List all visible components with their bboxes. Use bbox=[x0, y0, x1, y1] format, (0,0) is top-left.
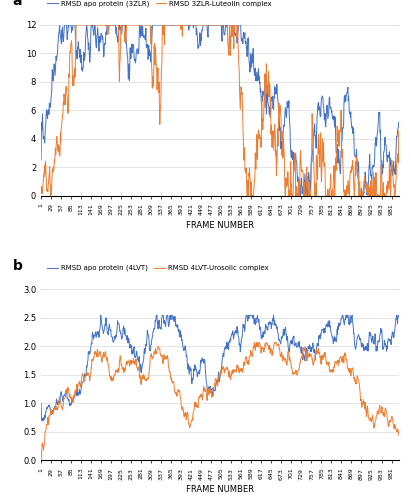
X-axis label: FRAME NUMBER: FRAME NUMBER bbox=[186, 485, 254, 494]
RMSD apo protein (3ZLR) bbox=[57, 22, 62, 28]
RMSD apo protein (4LVT) bbox=[396, 314, 401, 320]
RMSD 3ZLR-Luteolin complex bbox=[356, 172, 360, 178]
RMSD 3ZLR-Luteolin complex bbox=[318, 132, 323, 138]
X-axis label: FRAME NUMBER: FRAME NUMBER bbox=[186, 221, 254, 230]
RMSD apo protein (3ZLR) bbox=[298, 192, 302, 198]
RMSD apo protein (3ZLR) bbox=[39, 157, 44, 163]
Legend: RMSD apo protein (3ZLR), RMSD 3ZLR-Luteolin complex: RMSD apo protein (3ZLR), RMSD 3ZLR-Luteo… bbox=[44, 0, 275, 10]
RMSD 4LVT-Urosolic complex bbox=[379, 404, 384, 409]
RMSD apo protein (3ZLR) bbox=[379, 158, 384, 164]
RMSD 4LVT-Urosolic complex bbox=[355, 375, 360, 381]
RMSD 3ZLR-Luteolin complex bbox=[74, 22, 79, 28]
RMSD 3ZLR-Luteolin complex bbox=[331, 170, 336, 175]
Line: RMSD 3ZLR-Luteolin complex: RMSD 3ZLR-Luteolin complex bbox=[41, 25, 399, 196]
RMSD 4LVT-Urosolic complex bbox=[331, 368, 336, 374]
RMSD 3ZLR-Luteolin complex bbox=[396, 128, 401, 134]
RMSD 4LVT-Urosolic complex bbox=[396, 432, 401, 438]
RMSD 3ZLR-Luteolin complex bbox=[48, 192, 53, 198]
RMSD 3ZLR-Luteolin complex bbox=[379, 185, 384, 191]
RMSD apo protein (3ZLR) bbox=[396, 119, 401, 125]
RMSD apo protein (4LVT) bbox=[98, 312, 103, 318]
Line: RMSD apo protein (3ZLR): RMSD apo protein (3ZLR) bbox=[41, 25, 399, 196]
RMSD 4LVT-Urosolic complex bbox=[111, 376, 116, 382]
RMSD apo protein (3ZLR) bbox=[331, 114, 336, 120]
RMSD 4LVT-Urosolic complex bbox=[39, 457, 44, 463]
RMSD apo protein (4LVT) bbox=[40, 418, 45, 424]
RMSD 4LVT-Urosolic complex bbox=[60, 404, 65, 409]
RMSD apo protein (3ZLR) bbox=[111, 22, 116, 28]
RMSD 4LVT-Urosolic complex bbox=[252, 340, 257, 345]
RMSD apo protein (4LVT) bbox=[379, 328, 384, 334]
RMSD 3ZLR-Luteolin complex bbox=[39, 190, 44, 196]
Text: b: b bbox=[12, 258, 22, 272]
RMSD apo protein (4LVT) bbox=[318, 331, 323, 337]
RMSD apo protein (4LVT) bbox=[39, 400, 44, 406]
RMSD apo protein (3ZLR) bbox=[61, 38, 66, 44]
RMSD apo protein (4LVT) bbox=[356, 334, 360, 340]
RMSD 3ZLR-Luteolin complex bbox=[112, 22, 117, 28]
RMSD 4LVT-Urosolic complex bbox=[318, 354, 323, 360]
RMSD apo protein (4LVT) bbox=[112, 334, 117, 340]
RMSD apo protein (4LVT) bbox=[61, 394, 66, 400]
Line: RMSD apo protein (4LVT): RMSD apo protein (4LVT) bbox=[41, 316, 399, 421]
RMSD apo protein (3ZLR) bbox=[318, 114, 323, 119]
RMSD apo protein (4LVT) bbox=[331, 338, 336, 344]
Line: RMSD 4LVT-Urosolic complex: RMSD 4LVT-Urosolic complex bbox=[41, 342, 399, 460]
Legend: RMSD apo protein (4LVT), RMSD 4LVT-Urosolic complex: RMSD apo protein (4LVT), RMSD 4LVT-Uroso… bbox=[44, 262, 271, 274]
RMSD apo protein (3ZLR) bbox=[356, 168, 360, 173]
Text: a: a bbox=[12, 0, 22, 8]
RMSD 3ZLR-Luteolin complex bbox=[61, 99, 66, 105]
